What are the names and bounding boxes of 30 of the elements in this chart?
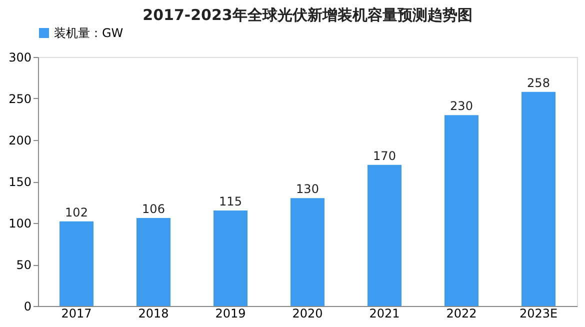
data-label: 130 xyxy=(296,182,319,196)
x-tick-label: 2022 xyxy=(446,306,477,320)
y-tick-label: 100 xyxy=(8,216,32,230)
bar xyxy=(136,218,170,306)
y-tick-label: 250 xyxy=(8,92,32,106)
data-label: 106 xyxy=(142,202,165,216)
bar xyxy=(444,115,478,306)
data-label: 102 xyxy=(65,205,88,220)
x-tick-label: 2020 xyxy=(292,306,323,320)
x-tick-label: 2019 xyxy=(215,306,246,320)
bar xyxy=(290,198,324,306)
y-tick-label: 200 xyxy=(8,134,32,148)
x-tick-label: 2023E xyxy=(519,306,558,320)
x-tick-label: 2021 xyxy=(369,306,400,320)
chart-title: 2017-2023年全球光伏新增装机容量预测趋势图 xyxy=(142,6,472,24)
bar xyxy=(368,164,402,306)
data-label: 115 xyxy=(219,194,242,209)
bar xyxy=(60,221,94,306)
y-tick-label: 50 xyxy=(16,258,32,272)
bar xyxy=(214,210,248,306)
data-label: 170 xyxy=(373,148,396,163)
data-label: 258 xyxy=(527,76,550,90)
y-tick-label: 0 xyxy=(24,300,32,314)
data-label: 230 xyxy=(450,99,473,114)
legend-label: 装机量：GW xyxy=(54,26,124,40)
bar xyxy=(522,92,556,306)
x-tick-label: 2017 xyxy=(61,306,92,320)
x-tick-label: 2018 xyxy=(138,306,169,320)
y-tick-label: 300 xyxy=(8,50,32,64)
y-tick-label: 150 xyxy=(8,175,32,189)
